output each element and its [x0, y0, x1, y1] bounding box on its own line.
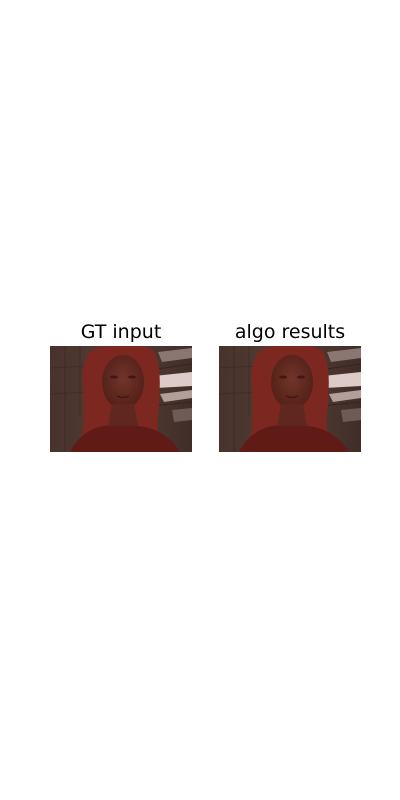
gt-input-panel: GT input — [50, 318, 192, 452]
algo-results-image — [219, 346, 361, 452]
gt-input-image — [50, 346, 192, 452]
algo-results-title: algo results — [234, 321, 346, 343]
algo-results-photo — [219, 346, 361, 452]
algo-results-panel: algo results — [219, 318, 361, 452]
gt-input-photo — [50, 346, 192, 452]
gt-input-title: GT input — [80, 321, 162, 343]
